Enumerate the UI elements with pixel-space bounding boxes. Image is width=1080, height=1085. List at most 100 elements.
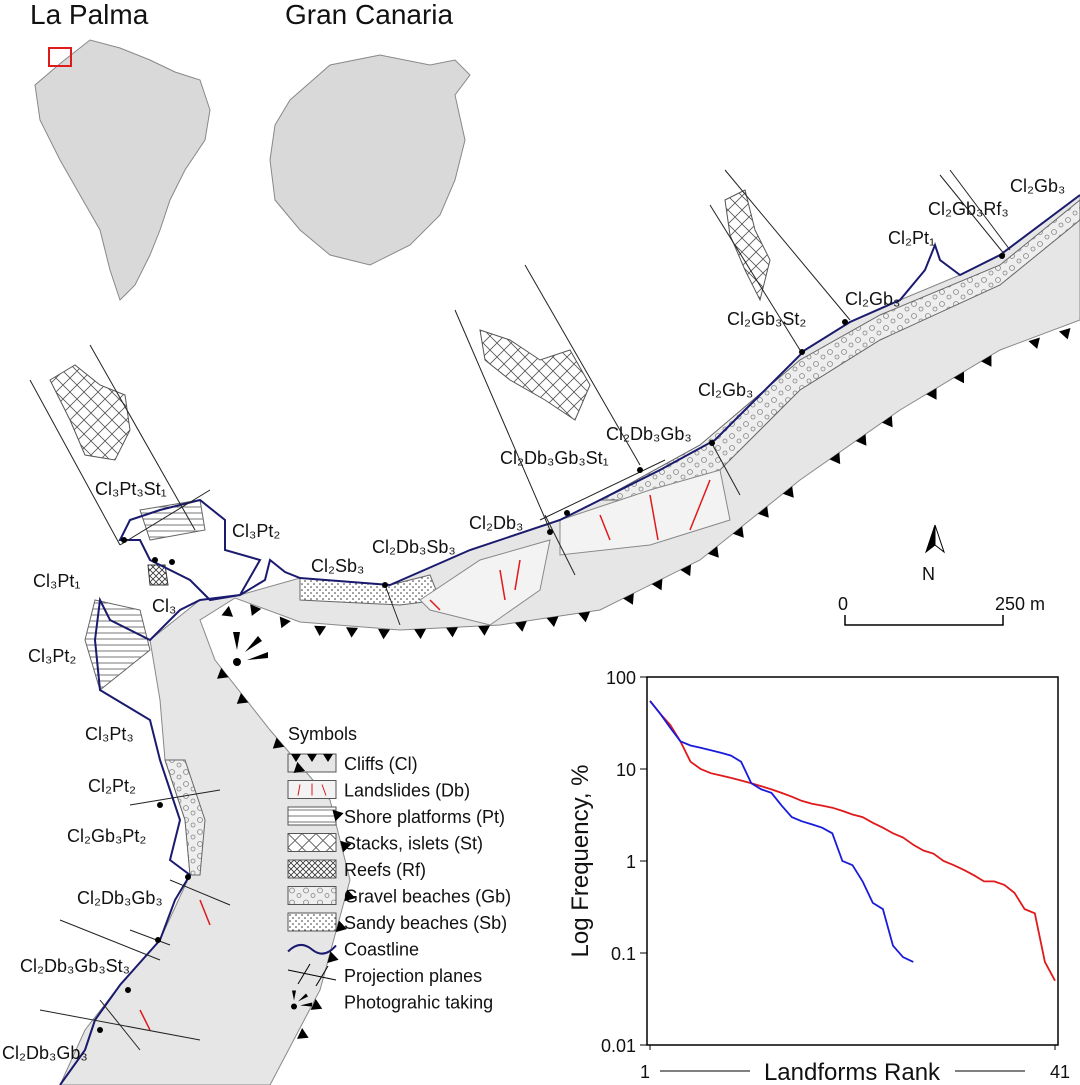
map-label: Cl₃Pt₁ bbox=[33, 571, 80, 591]
swatch bbox=[297, 963, 311, 985]
cliff-tick bbox=[236, 693, 249, 704]
x-tick-label: 1 bbox=[640, 1062, 650, 1082]
gran-canaria-island bbox=[269, 54, 471, 266]
map-label: Cl₂Pt₂ bbox=[88, 776, 136, 796]
north-arrow bbox=[925, 524, 936, 554]
cliff-tick bbox=[250, 604, 262, 616]
map-labels: Cl₂Gb₃Cl₂Gb₃Rf₃Cl₂Pt₁Cl₂Gb₃Cl₂Gb₃St₂Cl₂G… bbox=[2, 176, 1065, 1063]
gravel-beach bbox=[164, 759, 206, 876]
cliff-tick bbox=[578, 611, 591, 623]
map-label: Cl₂Db₃Gb₃St₃ bbox=[20, 956, 130, 976]
scale-bar bbox=[844, 615, 1004, 626]
map-label: Cl₂Gb₃ bbox=[845, 289, 900, 309]
cliff-tick bbox=[414, 628, 427, 639]
swatch-line bbox=[321, 784, 327, 796]
swatch bbox=[287, 833, 337, 852]
cliff-tick bbox=[335, 920, 348, 933]
plot-frame bbox=[646, 676, 1059, 1046]
y-tick-label: 100 bbox=[606, 668, 636, 688]
legend-label: Stacks, islets (St) bbox=[344, 834, 483, 854]
swatch bbox=[287, 969, 337, 981]
legend-swatch bbox=[287, 886, 337, 905]
swatch-tri bbox=[323, 754, 333, 762]
legend-swatch bbox=[291, 990, 312, 1010]
scale-start: 0 bbox=[838, 594, 848, 614]
scale-end: 250 m bbox=[995, 594, 1045, 614]
cliff-tick bbox=[478, 625, 491, 636]
swatch bbox=[287, 859, 337, 879]
cliff-tick bbox=[217, 667, 229, 679]
cliff-tick bbox=[829, 452, 841, 465]
legend-label: Cliffs (Cl) bbox=[344, 754, 418, 774]
legend-label: Photograhic taking bbox=[344, 993, 493, 1013]
landslide bbox=[419, 539, 551, 626]
cliff-tick bbox=[446, 627, 459, 638]
map-label: Cl₃ bbox=[152, 596, 176, 616]
cliff-tick bbox=[344, 889, 356, 902]
map-label: Cl₂Sb₃ bbox=[311, 556, 364, 576]
map-label: Cl₂Db₃Gb₃ bbox=[77, 888, 163, 908]
cliff-tick bbox=[732, 526, 744, 538]
legend-label: Landslides (Db) bbox=[344, 781, 470, 801]
cliff-tick bbox=[707, 546, 719, 558]
map-label: Cl₂Gb₃Rf₃ bbox=[928, 199, 1009, 219]
map-label: Cl₂Db₃Gb₃St₁ bbox=[500, 448, 609, 468]
swatch-line bbox=[297, 784, 301, 796]
legend-swatch bbox=[287, 806, 337, 826]
chart: 0.01 0.1 1 10 100 1 41 Landforms Rank Log Freque… bbox=[567, 668, 1070, 1085]
cliff-tick bbox=[297, 1028, 309, 1039]
swatch bbox=[287, 912, 337, 932]
cliff-tick bbox=[332, 809, 344, 822]
cliff-tick bbox=[272, 737, 285, 749]
swatch bbox=[315, 965, 329, 987]
cliff-tick bbox=[782, 486, 794, 498]
map-label: Cl₃Pt₂ bbox=[28, 646, 76, 666]
swatch bbox=[287, 806, 337, 826]
plane-nodes bbox=[97, 253, 1005, 1033]
location-box bbox=[48, 47, 72, 67]
y-axis-label: Log Frequency, % bbox=[567, 765, 594, 958]
cliff-tick bbox=[327, 951, 339, 963]
coastline bbox=[59, 194, 1080, 1085]
la-palma-island bbox=[34, 39, 211, 301]
data-line bbox=[649, 700, 914, 963]
y-tick-label: 0.1 bbox=[611, 944, 636, 964]
legend-label: Reefs (Rf) bbox=[344, 860, 426, 880]
stack bbox=[724, 189, 771, 302]
cliff-tick bbox=[651, 578, 663, 591]
north-label: N bbox=[922, 564, 935, 584]
inset-label: La Palma bbox=[30, 0, 149, 30]
cliff-tick bbox=[221, 605, 234, 617]
map-label: Cl₂Gb₃ bbox=[1010, 176, 1065, 196]
cliff-tick bbox=[378, 628, 391, 640]
legend-swatch bbox=[287, 963, 337, 987]
map-label: Cl₂Db₃Sb₃ bbox=[372, 537, 456, 557]
map-label: Cl₂Pt₁ bbox=[888, 228, 935, 248]
swatch-tri bbox=[291, 754, 301, 762]
stack bbox=[479, 329, 591, 421]
cliff-tick bbox=[757, 506, 769, 518]
cliff-ticks bbox=[217, 327, 1071, 1039]
map-label: Cl₂Db₃Gb₃ bbox=[2, 1043, 88, 1063]
data-line bbox=[649, 700, 1056, 982]
cliff-tick bbox=[546, 616, 559, 628]
map-label: Cl₃Pt₂ bbox=[232, 521, 280, 541]
cliff-tick bbox=[981, 355, 992, 367]
cliff-tick bbox=[340, 840, 352, 853]
inset-label: Gran Canaria bbox=[285, 0, 454, 30]
shore-platform bbox=[84, 599, 151, 691]
landslide bbox=[559, 469, 731, 556]
swatch bbox=[287, 886, 337, 905]
legend: Cliffs (Cl) Landslides (Db) Shore platform… bbox=[287, 753, 511, 1013]
legend-label: Gravel beaches (Gb) bbox=[344, 887, 511, 907]
gravel-beach bbox=[599, 199, 1080, 501]
swatch-tri bbox=[307, 754, 317, 762]
legend-swatch bbox=[287, 833, 337, 852]
map-label: Cl₃Pt₃St₁ bbox=[95, 479, 167, 499]
map-label: Cl₂Gb₃St₂ bbox=[727, 309, 806, 329]
legend-label: Shore platforms (Pt) bbox=[344, 807, 505, 827]
map-label: Cl₃Pt₃ bbox=[85, 724, 134, 744]
stack bbox=[49, 364, 131, 461]
map-label: Cl₂Db₃Gb₃ bbox=[606, 424, 692, 444]
